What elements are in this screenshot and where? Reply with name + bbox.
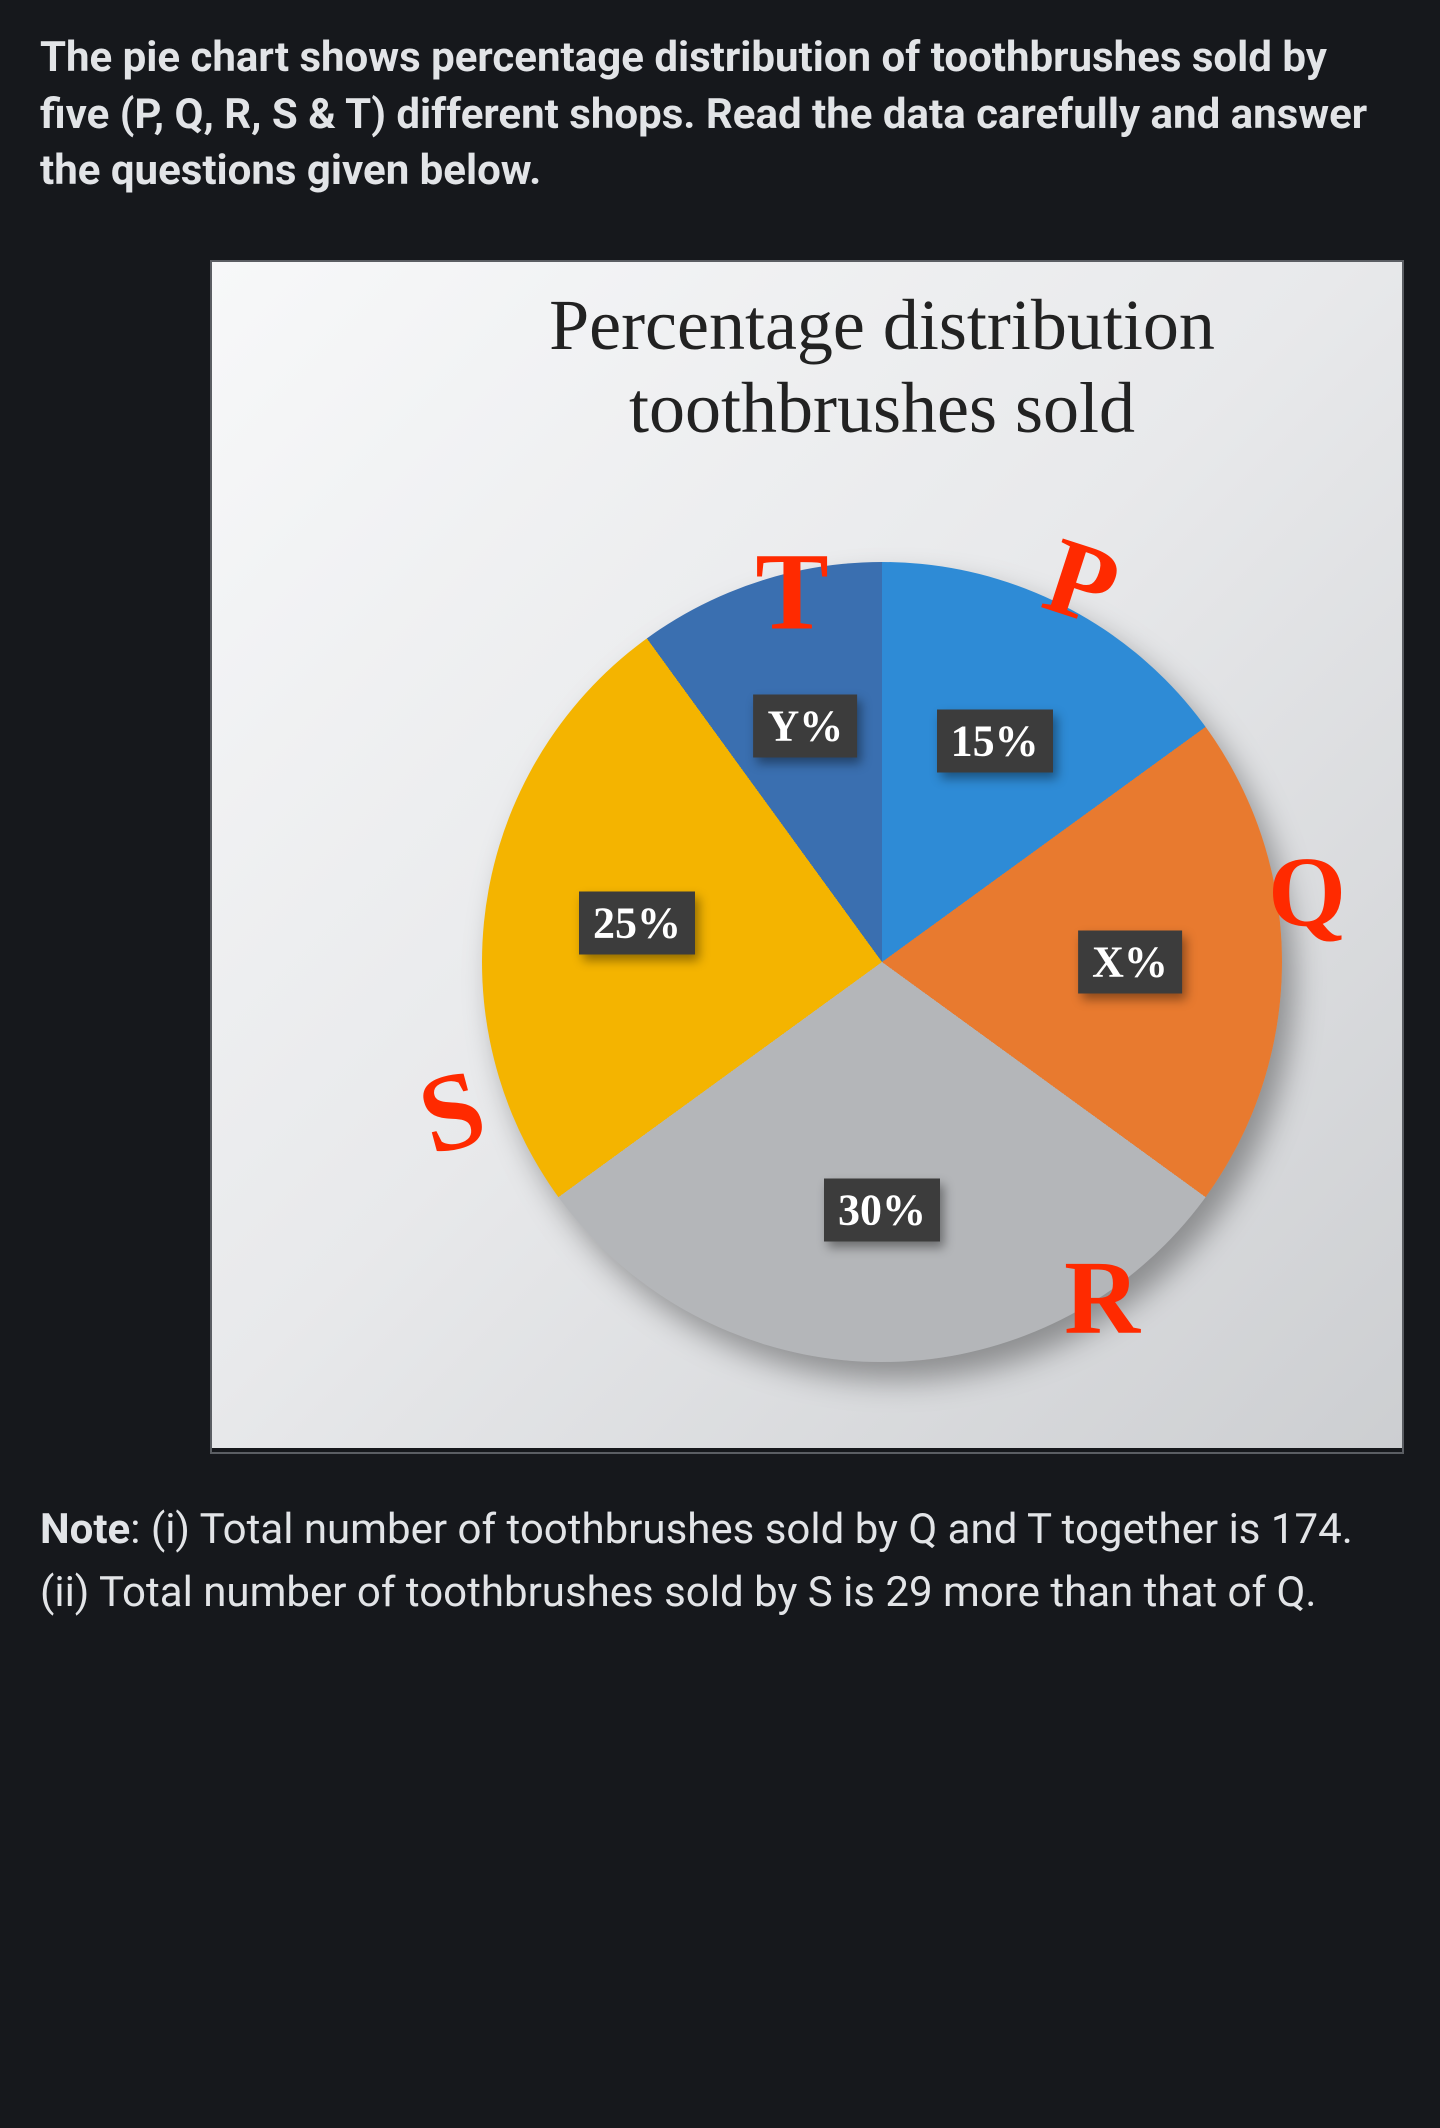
chart-title: Percentage distribution toothbrushes sol… xyxy=(212,262,1404,450)
note-label: Note xyxy=(40,1505,130,1554)
slice-label-r: 30% xyxy=(824,1179,940,1242)
figure-frame: Percentage distribution toothbrushes sol… xyxy=(210,260,1404,1454)
slice-label-s: 25% xyxy=(579,892,695,955)
question-text: The pie chart shows percentage distribut… xyxy=(40,30,1400,200)
note-block: Note: (i) Total number of toothbrushes s… xyxy=(40,1498,1400,1624)
note-line-1: : (i) Total number of toothbrushes sold … xyxy=(130,1505,1353,1554)
slice-label-p: 15% xyxy=(937,710,1053,773)
note-line-2: (ii) Total number of toothbrushes sold b… xyxy=(40,1568,1317,1617)
figure-canvas: Percentage distribution toothbrushes sol… xyxy=(212,262,1404,1448)
slice-label-t: Y% xyxy=(753,695,857,758)
slice-label-q: X% xyxy=(1078,931,1182,994)
